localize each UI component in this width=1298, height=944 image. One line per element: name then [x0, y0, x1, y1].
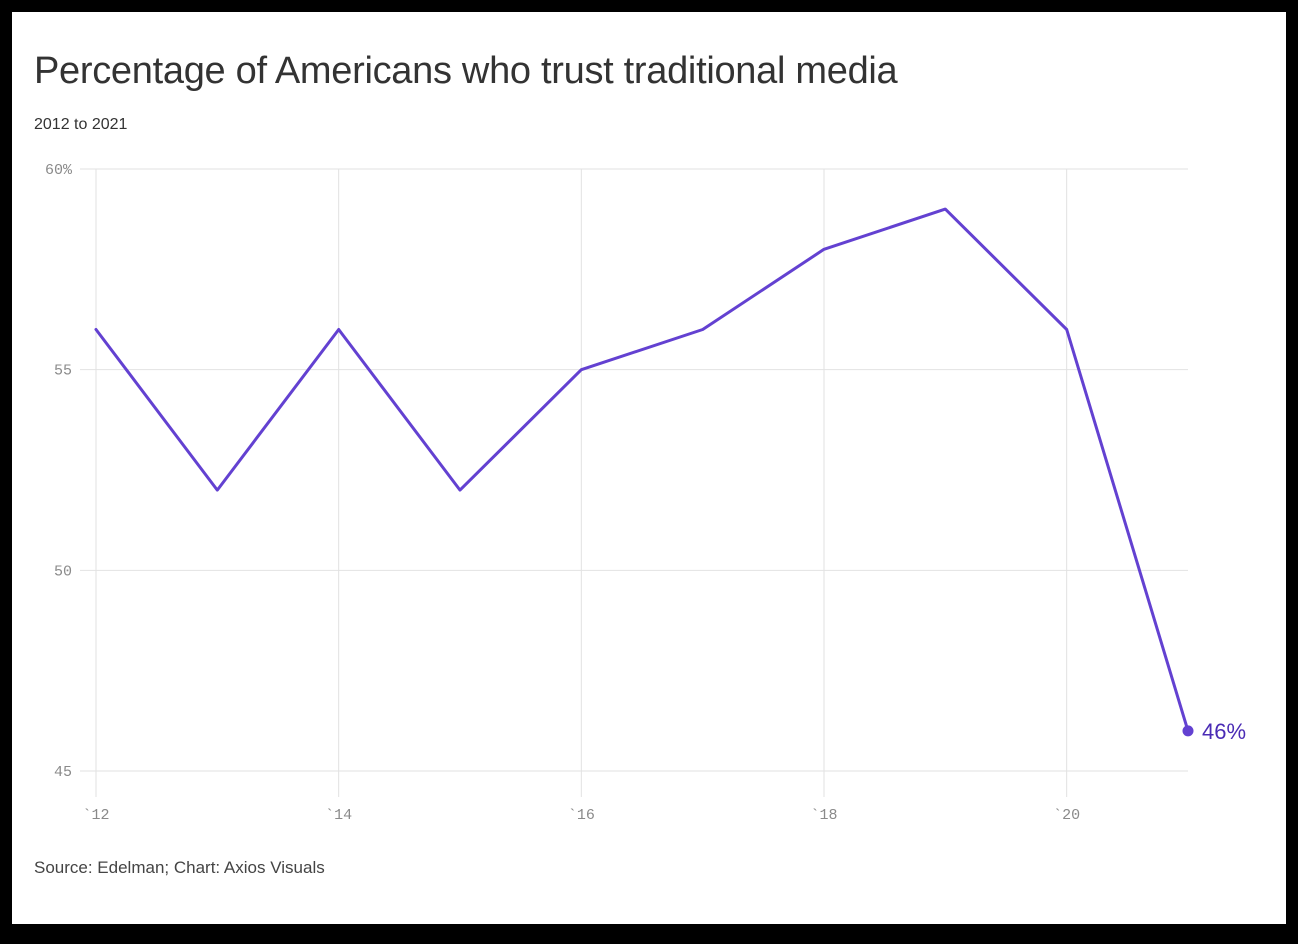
- end-value-label: 46%: [1202, 719, 1246, 744]
- x-tick-label: `14: [325, 807, 352, 824]
- trust-series-line: [94, 207, 1190, 733]
- x-tick-label: `18: [810, 807, 837, 824]
- chart-title: Percentage of Americans who trust tradit…: [34, 50, 898, 92]
- chart-subtitle: 2012 to 2021: [34, 116, 128, 133]
- y-tick-label: 50: [54, 563, 72, 580]
- source-note: Source: Edelman; Chart: Axios Visuals: [34, 858, 325, 877]
- y-tick-label: 60%: [45, 162, 73, 179]
- x-tick-label: `16: [568, 807, 595, 824]
- x-tick-label: `12: [82, 807, 109, 824]
- y-tick-label: 55: [54, 363, 72, 380]
- chart-card: Percentage of Americans who trust tradit…: [12, 12, 1286, 924]
- x-tick-label: `20: [1053, 807, 1080, 824]
- end-point-marker: [1182, 725, 1194, 737]
- y-tick-label: 45: [54, 764, 72, 781]
